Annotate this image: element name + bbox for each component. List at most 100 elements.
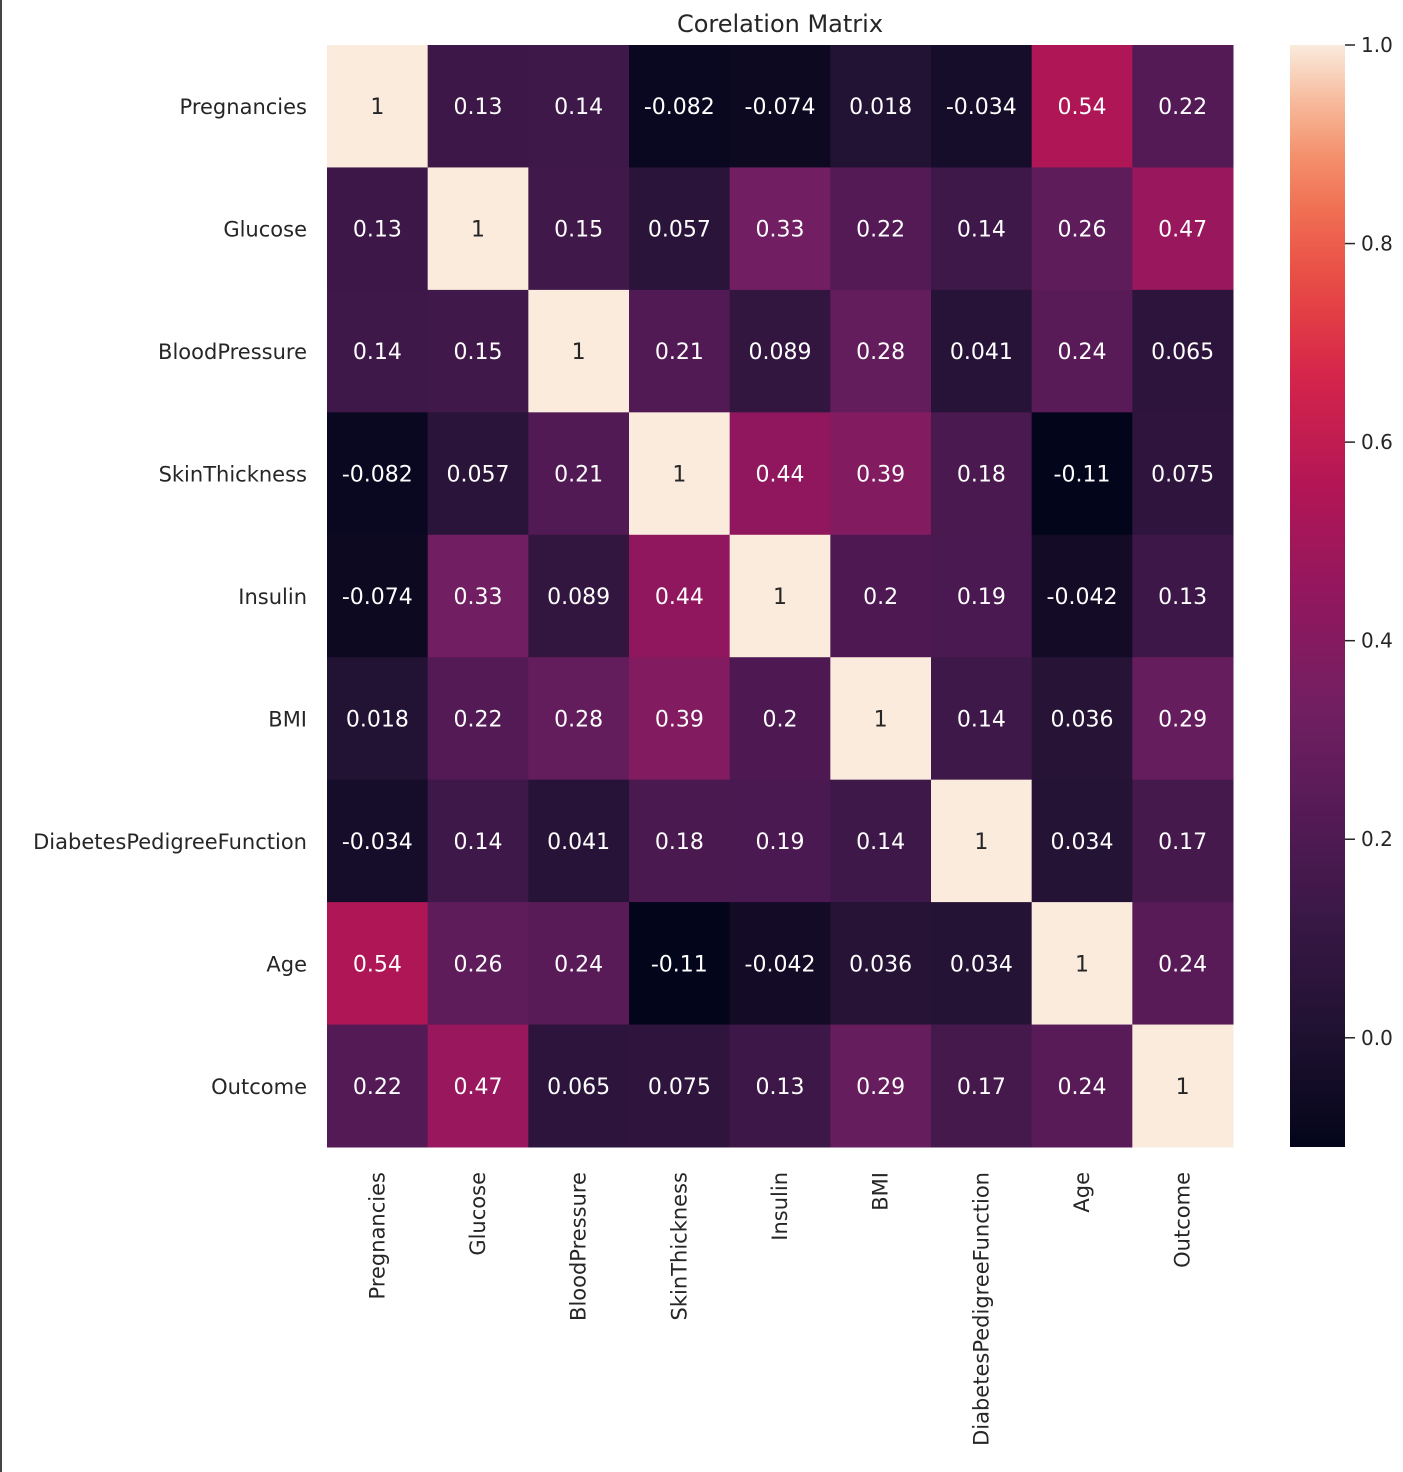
x-tick-label: Glucose [466, 1172, 490, 1256]
y-tick-label: Pregnancies [180, 95, 307, 119]
heatmap-cell [830, 167, 932, 291]
cell-annotation: 0.47 [1158, 218, 1207, 243]
colorbar-tick-label: 1.0 [1361, 33, 1393, 57]
cell-annotation: 0.29 [856, 1075, 905, 1100]
cell-annotation: 0.089 [749, 340, 812, 365]
cell-annotation: 0.39 [655, 707, 704, 732]
cell-annotation: 0.24 [1058, 340, 1107, 365]
heatmap-cell [427, 412, 529, 536]
cell-annotation: 0.13 [756, 1075, 805, 1100]
heatmap-cell [830, 412, 932, 536]
cell-annotation: -0.11 [1054, 463, 1111, 488]
cell-annotation: 0.018 [849, 95, 912, 120]
heatmap-cell [830, 45, 932, 168]
cell-annotation: 0.19 [957, 585, 1006, 610]
cell-annotation: 0.065 [547, 1075, 610, 1100]
cell-annotation: 0.26 [1058, 218, 1107, 243]
colorbar-ticks: 0.0 0.2 0.4 0.6 0.8 1.0 [1345, 33, 1393, 1050]
heatmap-cell [729, 289, 831, 413]
cell-annotation: 0.018 [346, 707, 409, 732]
heatmap-cell [729, 657, 831, 781]
x-tick-label: SkinThickness [667, 1172, 691, 1320]
x-tick-label: BloodPressure [567, 1172, 591, 1321]
cell-annotation: 0.18 [957, 463, 1006, 488]
cell-annotation: 1 [1176, 1075, 1190, 1100]
cell-annotation: 1 [874, 707, 888, 732]
cell-annotation: -0.082 [342, 463, 413, 488]
y-tick-label: DiabetesPedigreeFunction [33, 830, 307, 854]
y-tick-label: Insulin [238, 585, 307, 609]
heatmap-cell [629, 779, 731, 903]
cell-annotation: 0.18 [655, 830, 704, 855]
cell-annotation: 0.075 [648, 1075, 711, 1100]
cell-annotation: 0.22 [454, 707, 503, 732]
cell-annotation: 0.14 [856, 830, 905, 855]
cell-annotation: 0.041 [950, 340, 1013, 365]
heatmap-cell [1132, 902, 1234, 1026]
colorbar-tick-label: 0.0 [1361, 1026, 1393, 1050]
cell-annotation: -0.034 [342, 830, 413, 855]
heatmap-cell [427, 657, 529, 781]
x-tick-label: Outcome [1171, 1172, 1195, 1268]
cell-annotation: 0.14 [554, 95, 603, 120]
heatmap-cell [528, 412, 630, 536]
cell-annotation: 0.22 [353, 1075, 402, 1100]
cell-annotation: 0.041 [547, 830, 610, 855]
cell-annotation: 0.26 [454, 952, 503, 977]
cell-annotation: 0.036 [849, 952, 912, 977]
x-tick-label: Pregnancies [365, 1172, 389, 1299]
cell-annotation: 1 [370, 95, 384, 120]
heatmap-cell [830, 1024, 932, 1148]
heatmap-cell [729, 1024, 831, 1148]
chart-title: Corelation Matrix [677, 10, 883, 38]
heatmap-cell [629, 45, 731, 168]
cell-annotation: -0.042 [1047, 585, 1118, 610]
heatmap-cell [1031, 412, 1133, 536]
cell-annotation: 0.44 [756, 463, 805, 488]
colorbar-tick-label: 0.8 [1361, 232, 1393, 256]
heatmap-cell [931, 167, 1033, 291]
heatmap-cell [629, 534, 731, 658]
cell-annotation: 1 [471, 218, 485, 243]
x-axis-tick-labels: Pregnancies Glucose BloodPressure SkinThick… [365, 1172, 1194, 1446]
cell-annotation: 0.15 [554, 218, 603, 243]
heatmap-cell [830, 779, 932, 903]
cell-annotation: 0.15 [454, 340, 503, 365]
heatmap-cell [931, 1024, 1033, 1148]
heatmap-cell [931, 902, 1033, 1026]
y-tick-label: Glucose [223, 218, 307, 242]
y-tick-label: BMI [268, 707, 307, 731]
heatmap-cell [830, 534, 932, 658]
cell-annotation: 0.17 [1158, 830, 1207, 855]
heatmap-cell [327, 779, 429, 903]
heatmap-cell [1132, 534, 1234, 658]
heatmap-cell [427, 45, 529, 168]
cell-annotation: -0.074 [745, 95, 816, 120]
cell-annotation: 0.13 [454, 95, 503, 120]
heatmap-cell [327, 1024, 429, 1148]
heatmap-cell [528, 779, 630, 903]
cell-annotation: 0.33 [756, 218, 805, 243]
heatmap-cell [629, 902, 731, 1026]
heatmap-cell [528, 1024, 630, 1148]
cell-annotation: 0.034 [950, 952, 1013, 977]
cell-annotation: 1 [773, 585, 787, 610]
heatmap-cell [1031, 1024, 1133, 1148]
heatmap-cell [1031, 167, 1133, 291]
heatmap-cell [528, 45, 630, 168]
cell-annotation: 0.2 [863, 585, 898, 610]
heatmap-cell [629, 657, 731, 781]
cell-annotation: 0.29 [1158, 707, 1207, 732]
heatmap-cell [931, 45, 1033, 168]
cell-annotation: 0.22 [1158, 95, 1207, 120]
heatmap-cell [327, 289, 429, 413]
cell-annotation: 0.057 [648, 218, 711, 243]
heatmap-cell [931, 779, 1033, 903]
heatmap-cell [1132, 657, 1234, 781]
heatmap-cell [327, 657, 429, 781]
cell-annotation: 0.47 [454, 1075, 503, 1100]
heatmap-cell [427, 289, 529, 413]
cell-annotation: 1 [572, 340, 586, 365]
heatmap-cell [830, 657, 932, 781]
